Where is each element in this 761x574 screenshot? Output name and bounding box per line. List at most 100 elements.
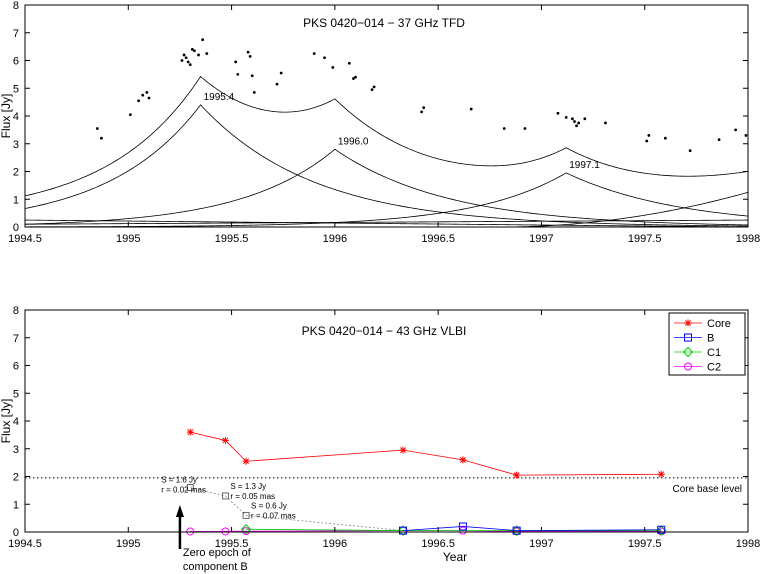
p1-y-ticks: 0 1 2 3 4 5 6 7 8 xyxy=(13,0,748,234)
arrow-head xyxy=(175,505,184,517)
observation-point xyxy=(205,52,209,55)
observation-point xyxy=(352,77,355,80)
x-tick-label: 1996 xyxy=(323,538,347,550)
series-core xyxy=(186,428,665,479)
x-tick-label: 1995 xyxy=(116,233,140,245)
zero-epoch-label-line2: component B xyxy=(183,561,248,573)
observation-point xyxy=(248,54,252,58)
x-tick-label: 1996 xyxy=(323,233,347,245)
observation-point xyxy=(502,127,506,130)
extrapolated-radius-label: r = 0.07 mas xyxy=(251,511,296,520)
marker-square xyxy=(458,522,467,531)
observation-point xyxy=(469,107,473,111)
legend-label: C1 xyxy=(707,347,721,359)
observation-point xyxy=(688,149,692,153)
marker-asterisk xyxy=(459,456,466,463)
observation-point xyxy=(147,96,151,100)
core-base-level-label: Core base level xyxy=(673,484,742,495)
p2-series xyxy=(186,428,667,536)
observation-point xyxy=(197,53,200,57)
observation-point xyxy=(734,128,738,132)
flare-label: 1997.1 xyxy=(569,160,600,171)
observation-point xyxy=(192,49,196,53)
p2-title: PKS 0420−014 − 43 GHz VLBI xyxy=(302,324,467,338)
y-tick-label: 6 xyxy=(13,56,19,68)
marker-asterisk xyxy=(513,472,520,479)
observation-point xyxy=(573,120,576,123)
y-tick-label: 5 xyxy=(13,83,19,95)
observation-point xyxy=(252,91,256,94)
y-tick-label: 2 xyxy=(13,167,19,179)
observation-point xyxy=(186,60,190,64)
y-tick-label: 8 xyxy=(13,305,19,317)
legend-item-c1: C1 xyxy=(674,346,721,359)
x-tick-label: 1998 xyxy=(736,538,760,550)
marker-square xyxy=(684,333,692,342)
observation-point xyxy=(190,48,194,51)
x-tick-label: 1996.5 xyxy=(421,538,455,550)
observation-point xyxy=(275,82,279,86)
observation-point xyxy=(236,72,240,76)
y-tick-label: 0 xyxy=(13,222,19,234)
legend-item-c2: C2 xyxy=(674,362,721,374)
observation-point xyxy=(250,74,254,78)
extrapolated-radius-label: r = 0.02 mas xyxy=(161,486,206,495)
y-tick-label: 7 xyxy=(13,28,19,40)
extrapolated-flux-label: S = 0.6 Jy xyxy=(251,501,287,510)
observation-point xyxy=(556,111,560,115)
observation-point xyxy=(744,134,748,137)
marker-asterisk xyxy=(658,471,665,478)
observation-point xyxy=(141,93,145,97)
p1-title: PKS 0420−014 − 37 GHz TFD xyxy=(303,16,465,30)
x-tick-label: 1995 xyxy=(116,538,140,550)
observation-point xyxy=(663,136,667,140)
marker-asterisk xyxy=(243,458,250,465)
observation-point xyxy=(246,50,250,54)
total-model-curve xyxy=(24,75,749,197)
observation-point xyxy=(184,56,188,60)
series-b xyxy=(399,522,666,535)
observation-point xyxy=(182,53,186,57)
flare-curve-0 xyxy=(24,104,749,227)
legend-label: C2 xyxy=(707,362,721,374)
y-tick-label: 8 xyxy=(13,0,19,12)
flare-curve-1 xyxy=(24,148,749,226)
observation-point xyxy=(100,136,103,140)
observation-point xyxy=(95,127,99,130)
panel-43ghz-vlbi: Core base level S = 1.6 Jyr = 0.02 mas S … xyxy=(0,305,760,573)
marker-square xyxy=(657,525,666,534)
extrapolated-b-marker xyxy=(242,511,250,519)
legend-label: B xyxy=(707,333,714,345)
observation-point xyxy=(180,59,184,62)
observation-point xyxy=(577,121,581,125)
p2-plot-frame xyxy=(24,309,749,533)
observation-point xyxy=(137,99,141,103)
marker-circle xyxy=(221,527,230,536)
observation-point xyxy=(234,60,238,64)
p1-y-axis-label: Flux [Jy] xyxy=(0,94,13,139)
x-tick-label: 1995.5 xyxy=(215,538,249,550)
p1-flare-labels: 1995.4 1996.0 1997.1 xyxy=(204,92,601,171)
p2-y-ticks: 0 1 2 3 4 5 6 7 8 xyxy=(13,305,748,539)
extrapolated-radius-label: r = 0.05 mas xyxy=(230,492,275,501)
x-tick-label: 1997.5 xyxy=(628,538,662,550)
x-tick-label: 1994.5 xyxy=(8,538,42,550)
x-tick-label: 1998 xyxy=(736,233,760,245)
observation-point xyxy=(347,61,351,65)
marker-square xyxy=(399,526,408,535)
observation-point xyxy=(717,138,721,141)
y-tick-label: 1 xyxy=(13,499,19,511)
observation-point xyxy=(145,91,149,94)
marker-asterisk xyxy=(685,320,691,326)
marker-square xyxy=(512,526,521,535)
y-tick-label: 7 xyxy=(13,333,19,345)
p1-x-ticks: 1994.5 1995 1995.5 1996 1996.5 1997 1997.5 1998 xyxy=(8,5,760,245)
x-tick-label: 1997 xyxy=(529,233,553,245)
extrapolated-flux-label: S = 1.6 Jy xyxy=(161,476,197,485)
series-line xyxy=(246,528,662,532)
observation-point xyxy=(188,63,192,67)
x-tick-label: 1997 xyxy=(529,538,553,550)
observation-point xyxy=(583,117,587,121)
p2-x-ticks: 1994.5 1995 1995.5 1996 1996.5 1997 1997.5 1998 xyxy=(8,310,760,550)
observation-point xyxy=(422,106,426,110)
